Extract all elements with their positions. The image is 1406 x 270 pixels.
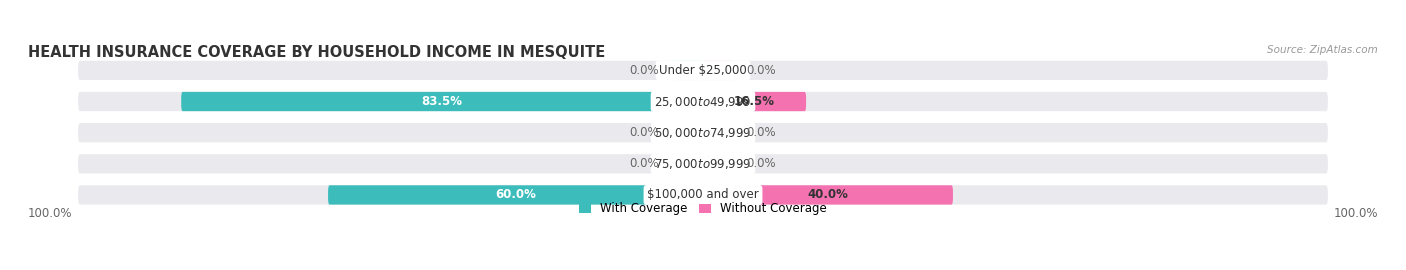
Text: 100.0%: 100.0% (1333, 207, 1378, 221)
Text: 60.0%: 60.0% (495, 188, 536, 201)
Text: 0.0%: 0.0% (630, 64, 659, 77)
Text: 0.0%: 0.0% (747, 126, 776, 139)
Text: 100.0%: 100.0% (28, 207, 73, 221)
FancyBboxPatch shape (79, 154, 1327, 173)
FancyBboxPatch shape (79, 61, 1327, 80)
FancyBboxPatch shape (328, 185, 703, 205)
Text: $100,000 and over: $100,000 and over (647, 188, 759, 201)
Legend: With Coverage, Without Coverage: With Coverage, Without Coverage (579, 202, 827, 215)
Text: 16.5%: 16.5% (734, 95, 775, 108)
FancyBboxPatch shape (672, 61, 703, 80)
Text: Source: ZipAtlas.com: Source: ZipAtlas.com (1267, 45, 1378, 55)
FancyBboxPatch shape (703, 123, 734, 142)
FancyBboxPatch shape (703, 185, 953, 205)
Text: 40.0%: 40.0% (807, 188, 848, 201)
FancyBboxPatch shape (703, 92, 806, 111)
Text: $75,000 to $99,999: $75,000 to $99,999 (654, 157, 752, 171)
Text: $50,000 to $74,999: $50,000 to $74,999 (654, 126, 752, 140)
FancyBboxPatch shape (672, 123, 703, 142)
FancyBboxPatch shape (703, 154, 734, 173)
Text: 0.0%: 0.0% (630, 157, 659, 170)
Text: Under $25,000: Under $25,000 (659, 64, 747, 77)
Text: 0.0%: 0.0% (747, 157, 776, 170)
FancyBboxPatch shape (181, 92, 703, 111)
Text: 83.5%: 83.5% (422, 95, 463, 108)
FancyBboxPatch shape (79, 185, 1327, 205)
FancyBboxPatch shape (79, 123, 1327, 142)
Text: HEALTH INSURANCE COVERAGE BY HOUSEHOLD INCOME IN MESQUITE: HEALTH INSURANCE COVERAGE BY HOUSEHOLD I… (28, 45, 606, 60)
Text: 0.0%: 0.0% (630, 126, 659, 139)
Text: 0.0%: 0.0% (747, 64, 776, 77)
FancyBboxPatch shape (672, 154, 703, 173)
FancyBboxPatch shape (79, 92, 1327, 111)
Text: $25,000 to $49,999: $25,000 to $49,999 (654, 94, 752, 109)
FancyBboxPatch shape (703, 61, 734, 80)
